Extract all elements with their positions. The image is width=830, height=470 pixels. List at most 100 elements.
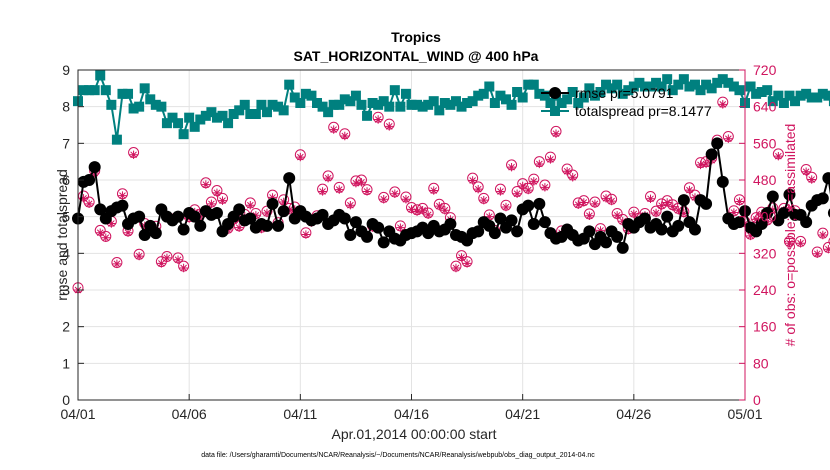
totalspread-point [417,101,428,112]
y-tick-label: 8 [62,99,70,115]
totalspread-point [828,96,830,107]
obs-assimilated-point [718,100,727,109]
totalspread-point [823,90,830,101]
y-right-tick-label: 560 [753,135,777,151]
rmse-point [783,188,796,201]
obs-assimilated-point [268,193,277,202]
obs-assimilated-point [362,187,372,196]
totalspread-point [278,105,289,116]
data-file-footnote: data file: /Users/gharamti/Documents/NCA… [201,452,595,459]
obs-assimilated-point [262,208,272,218]
totalspread-point [778,98,789,108]
totalspread-point [606,83,617,94]
totalspread-point [189,121,200,132]
rmse-point [133,210,146,223]
totalspread-point [628,81,639,92]
obs-assimilated-point [546,155,555,164]
totalspread-point [573,98,584,108]
rmse-point [116,199,129,212]
obs-assimilated-point [568,173,577,182]
totalspread-point [500,94,511,105]
obs-assimilated-point [590,199,600,209]
totalspread-point [412,99,423,110]
obs-assimilated-point [701,159,711,169]
obs-assimilated-point [279,197,288,207]
x-tick-label: 04/26 [616,406,651,422]
totalspread-point [250,109,261,119]
obs-assimilated-point [674,206,683,215]
rmse-point [472,225,485,238]
obs-assimilated-point [601,194,611,203]
totalspread-point [695,85,706,96]
legend-totalspread-marker [550,106,560,116]
rmse-point [533,197,546,210]
totalspread-point [267,99,278,110]
rmse-point [344,229,357,241]
obs-assimilated-point [340,131,349,141]
obs-assimilated-point [685,185,694,195]
obs-assimilated-point [651,208,661,218]
obs-assimilated-point [107,219,116,228]
totalspread-point [211,112,222,123]
rmse-point [260,219,273,232]
totalspread-point [206,107,217,118]
obs-assimilated-point [724,134,733,143]
rmse-point [266,197,279,210]
totalspread-point [367,98,378,108]
x-tick-label: 04/06 [172,406,207,422]
obs-assimilated-point [824,245,830,254]
totalspread-point [167,112,178,123]
totalspread-point [701,79,712,90]
x-tick-label: 05/01 [727,406,762,422]
totalspread-point [300,88,311,99]
y-right-tick-label: 480 [753,172,777,188]
totalspread-point [584,83,595,94]
totalspread-point [400,88,411,99]
totalspread-point [539,90,550,101]
y-right-tick-label: 240 [753,282,777,298]
obs-assimilated-point [607,196,616,206]
obs-assimilated-point [574,200,583,209]
totalspread-point [323,107,334,118]
rmse-point [638,212,651,225]
totalspread-point [428,96,439,107]
totalspread-point [784,90,795,101]
totalspread-point [128,103,139,114]
totalspread-point [200,110,211,121]
totalspread-point [362,110,373,121]
rmse-point [733,216,746,229]
rmse-point [527,218,540,230]
obs-assimilated-point [234,223,244,232]
rmse-point [444,218,457,230]
y-right-tick-label: 160 [753,319,777,335]
obs-assimilated-point [179,263,188,273]
totalspread-point [395,101,406,112]
obs-assimilated-point [540,183,550,192]
rmse-point [677,194,690,207]
rmse-point [716,175,729,188]
obs-assimilated-point [551,129,561,138]
totalspread-point [478,88,489,99]
obs-assimilated-point [101,233,110,242]
rmse-point [505,214,518,227]
obs-assimilated-point [524,185,533,195]
legend-rmse-label: rmse pr=5.0791 [575,85,674,101]
obs-assimilated-point [785,239,794,248]
chart-subtitle: SAT_HORIZONTAL_WIND @ 400 hPa [294,48,539,64]
rmse-point [700,197,713,210]
totalspread-point [617,88,628,99]
obs-assimilated-point [735,197,744,206]
totalspread-point [612,79,623,90]
obs-assimilated-point [418,206,427,215]
y-tick-label: 6 [62,172,70,188]
obs-assimilated-point [401,195,411,204]
rmse-point [616,241,629,254]
rmse-point [172,210,185,223]
rmse-point [272,219,285,232]
x-tick-label: 04/21 [505,406,540,422]
rmse-point [827,208,830,218]
totalspread-point [662,74,673,85]
axes-layer: 0 1 2 3 4 5 6 7 8 9 0 80 160 240 320 400 480 560 640 720 04/… [60,62,776,422]
totalspread-point [528,79,539,90]
totalspread-point [717,74,728,85]
